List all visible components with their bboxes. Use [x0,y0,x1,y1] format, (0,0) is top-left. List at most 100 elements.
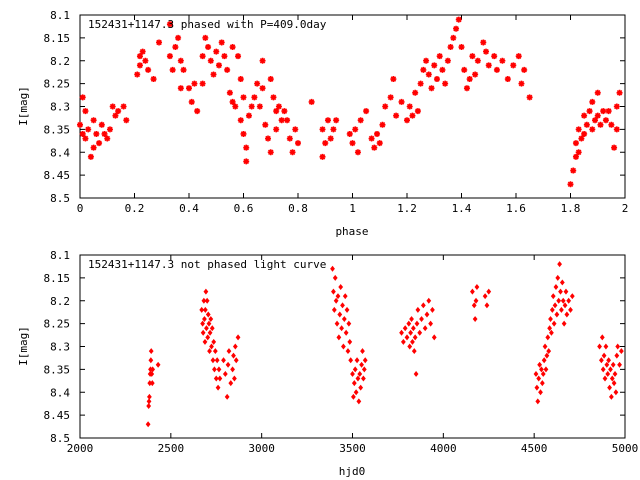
data-point [400,338,406,345]
data-point [613,389,619,396]
data-point [229,44,236,51]
data-point [251,94,258,101]
y-tick-labels: 8.1 8.15 8.2 8.25 8.3 8.35 8.4 8.45 8.5 [44,9,71,205]
data-point [430,306,435,313]
data-point [202,34,209,41]
data-point [104,135,111,142]
data-point [355,375,361,382]
data-point [205,311,211,318]
data-point [450,34,457,41]
data-point [248,103,255,110]
data-point [537,361,543,368]
data-point [480,39,487,46]
data-point [431,334,437,341]
data-point [586,108,593,115]
data-point [145,421,151,428]
data-point [607,384,612,391]
data-point [548,316,553,323]
data-point [578,135,585,142]
data-point [209,343,214,350]
data-point [613,103,620,110]
x-tick-label: 1 [349,202,356,215]
data-point [201,297,207,304]
data-point [221,357,226,364]
data-point [461,66,468,73]
data-point [466,76,473,83]
data-point [412,89,419,96]
data-point [216,366,222,373]
data-point [214,357,220,364]
data-point [349,140,356,147]
data-point [148,348,154,355]
data-point [347,338,353,345]
data-point [336,334,342,341]
data-point [420,66,427,73]
data-point [410,325,416,332]
data-point [79,94,86,101]
x-tick-label: 3000 [248,442,275,455]
data-point [542,343,548,350]
data-point [393,112,400,119]
data-point [568,306,573,313]
data-point [611,144,618,151]
data-point [351,380,357,387]
data-point [572,140,579,147]
data-point [212,348,218,355]
data-point [563,288,569,295]
data-point [199,53,206,60]
data-point [601,352,607,359]
data-point [226,89,233,96]
data-point [357,117,364,124]
data-point [455,16,462,23]
data-point [417,80,424,87]
data-point [204,325,209,332]
data-point [608,393,614,400]
x-tick-label: 3500 [339,442,366,455]
x-tick-label: 1.2 [397,202,417,215]
data-point [101,130,108,137]
data-point [139,48,146,55]
data-point [136,53,143,60]
data-point [166,21,173,28]
data-point [422,325,428,332]
data-point [292,126,299,133]
data-point [611,380,617,387]
chart-title: 152431+1147.3 not phased light curve [88,258,326,271]
y-tick-label: 8.45 [44,169,71,182]
data-point [414,108,421,115]
data-point [597,343,602,350]
data-point [341,316,347,323]
data-point [594,112,601,119]
data-point [123,117,130,124]
data-point [544,352,550,359]
data-point [172,44,179,51]
data-point [237,76,244,83]
data-point [222,370,228,377]
data-point [332,274,338,281]
data-point [215,384,221,391]
data-point [554,311,560,318]
data-point [150,76,157,83]
data-point [225,361,231,368]
x-tick-label: 0.8 [288,202,308,215]
data-point [333,117,340,124]
data-point [213,375,219,382]
y-tick-label: 8.25 [44,78,71,91]
data-point [592,117,599,124]
y-tick-label: 8.35 [44,123,71,136]
data-point [363,108,370,115]
data-point [209,325,215,332]
data-point [605,370,611,377]
data-point [148,357,154,364]
data-point [265,135,272,142]
data-point [533,370,539,377]
data-point [409,112,416,119]
data-point [575,126,582,133]
data-point [425,71,432,78]
data-point [149,380,155,387]
data-point [541,357,547,364]
data-point [444,57,451,64]
data-point [275,103,282,110]
data-point [613,126,620,133]
